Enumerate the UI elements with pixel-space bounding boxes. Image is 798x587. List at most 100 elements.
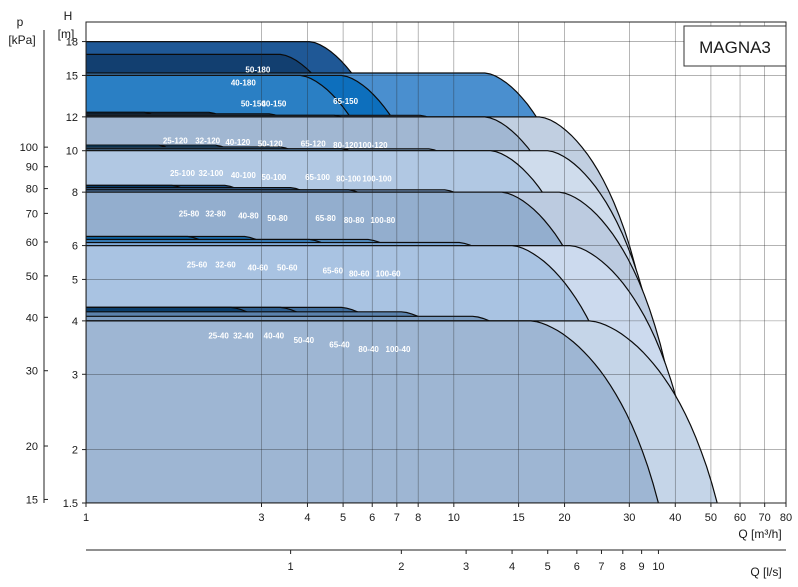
- y-tick-label: 5: [72, 274, 78, 286]
- y-tick-label: 10: [66, 146, 78, 158]
- x-tick-label: 10: [448, 512, 460, 524]
- x2-tick-label: 8: [620, 561, 626, 573]
- region-label: 100-120: [358, 141, 388, 150]
- x-tick-label: 6: [369, 512, 375, 524]
- x2-tick-label: 1: [288, 561, 294, 573]
- pump-regions: [86, 41, 718, 503]
- y2-tick-label: 80: [26, 184, 38, 196]
- region-label: 40-120: [225, 138, 250, 147]
- x-tick-label: 3: [258, 512, 264, 524]
- chart-title: MAGNA3: [699, 38, 771, 57]
- region-label: 32-100: [198, 169, 223, 178]
- region-label: 80-100: [336, 175, 361, 184]
- y2-tick-label: 15: [26, 494, 38, 506]
- region-label: 65-80: [315, 214, 336, 223]
- region-label: 32-40: [233, 331, 254, 340]
- region-label: 100-40: [386, 345, 411, 354]
- region-label: 100-60: [376, 270, 401, 279]
- y2-tick-label: 50: [26, 271, 38, 283]
- region-label: 32-60: [215, 261, 236, 270]
- y2-tick-label: 40: [26, 312, 38, 324]
- y-tick-label: 4: [72, 316, 78, 328]
- x-tick-label: 5: [340, 512, 346, 524]
- region-label: 50-60: [277, 263, 298, 272]
- region-label: 50-100: [261, 173, 286, 182]
- y2-axis-unit: [kPa]: [8, 33, 35, 47]
- region-label: 65-100: [305, 173, 330, 182]
- y-tick-label: 2: [72, 445, 78, 457]
- brand-box: MAGNA3: [683, 25, 787, 67]
- x2-tick-label: 2: [398, 561, 404, 573]
- region-label: 40-100: [231, 171, 256, 180]
- y-tick-label: 15: [66, 70, 78, 82]
- x-tick-label: 20: [558, 512, 570, 524]
- y2-tick-label: 60: [26, 237, 38, 249]
- x-axis-title: Q [m³/h]: [738, 527, 781, 541]
- region-label: 32-120: [195, 136, 220, 145]
- x2-tick-label: 6: [574, 561, 580, 573]
- grid-lines: [85, 21, 787, 504]
- region-label: 80-80: [344, 216, 365, 225]
- x-tick-label: 30: [623, 512, 635, 524]
- x-tick-label: 40: [669, 512, 681, 524]
- x-tick-label: 15: [512, 512, 524, 524]
- region-label: 65-120: [301, 139, 326, 148]
- x-tick-label: 80: [780, 512, 792, 524]
- y2-tick-label: 100: [20, 142, 38, 154]
- y-tick-label: 18: [66, 37, 78, 49]
- x-tick-label: 70: [759, 512, 771, 524]
- region-label: 32-80: [205, 209, 226, 218]
- x2-tick-label: 5: [545, 561, 551, 573]
- y-axis-unit: [m]: [58, 27, 75, 41]
- x-tick-label: 7: [394, 512, 400, 524]
- region-label: 100-100: [362, 175, 392, 184]
- region-label: 50-40: [294, 336, 315, 345]
- y2-axis-title: p: [17, 15, 24, 29]
- y-tick-label: 12: [66, 112, 78, 124]
- region-label: 80-120: [333, 141, 358, 150]
- y-tick-label: 3: [72, 369, 78, 381]
- y-axis-title: H: [64, 9, 73, 23]
- x-tick-label: 60: [734, 512, 746, 524]
- region-label: 25-100: [170, 169, 195, 178]
- x-tick-label: 4: [304, 512, 310, 524]
- region-label: 65-150: [333, 97, 358, 106]
- y-tick-label: 6: [72, 241, 78, 253]
- x-tick-label: 8: [415, 512, 421, 524]
- axes: 1 3 4 5 6 7 8 10 15 20 30 40 50 60 70 80Q [m³/h]1 2 3 4 5 6 7…: [8, 9, 792, 579]
- region-label: 40-60: [248, 263, 269, 272]
- y-tick-label: 8: [72, 187, 78, 199]
- plot-frame: [85, 21, 787, 504]
- region-label: 50-180: [245, 66, 270, 75]
- region-label: 50-80: [267, 214, 288, 223]
- region-label: 25-120: [163, 136, 188, 145]
- x2-tick-label: 10: [652, 561, 664, 573]
- region-label: 40-80: [238, 212, 259, 221]
- y2-tick-label: 30: [26, 366, 38, 378]
- y2-tick-label: 90: [26, 162, 38, 174]
- region-labels: 25-40 32-40 40-40 50-40 65-40 80-40 100-40 25-6…: [163, 66, 411, 354]
- x2-tick-label: 3: [463, 561, 469, 573]
- x2-axis-title: Q [l/s]: [750, 565, 781, 579]
- region-label: 25-80: [179, 209, 200, 218]
- region-label: 100-80: [370, 216, 395, 225]
- region-label: 25-60: [187, 261, 208, 270]
- region-label: 80-60: [349, 270, 370, 279]
- region-label: 40-150: [261, 99, 286, 108]
- x2-tick-label: 9: [639, 561, 645, 573]
- region-label: 25-40: [208, 331, 229, 340]
- region-label: 50-120: [258, 139, 283, 148]
- x2-tick-label: 7: [598, 561, 604, 573]
- x-tick-label: 50: [705, 512, 717, 524]
- x2-tick-label: 4: [509, 561, 515, 573]
- region-label: 65-40: [329, 340, 350, 349]
- region-label: 40-180: [231, 78, 256, 87]
- region-label: 65-60: [323, 267, 344, 276]
- x-tick-label: 1: [83, 512, 89, 524]
- y-tick-label: 1.5: [63, 498, 78, 510]
- y2-tick-label: 70: [26, 208, 38, 220]
- region-label: 40-40: [264, 331, 285, 340]
- region-label: 50-150: [241, 99, 266, 108]
- y2-tick-label: 20: [26, 441, 38, 453]
